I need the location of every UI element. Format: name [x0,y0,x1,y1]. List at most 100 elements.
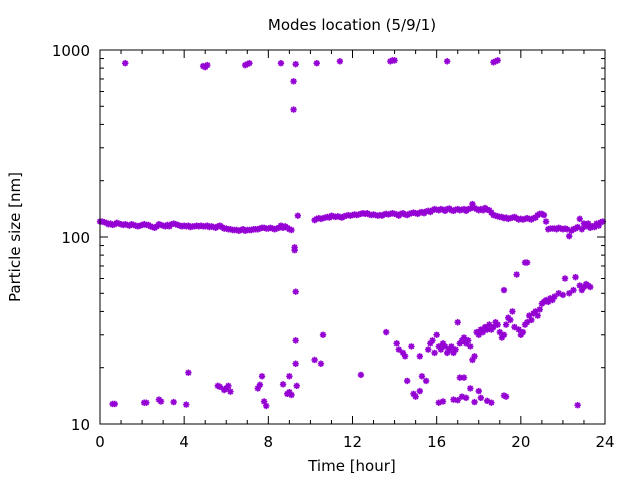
data-point [599,218,607,225]
data-point [479,328,487,336]
data-point [254,385,262,392]
x-tick-label: 0 [95,433,105,451]
data-point [570,286,577,294]
data-point [288,226,295,234]
data-point [441,343,449,350]
data-point [382,328,390,336]
data-point [576,282,583,289]
data-point [475,387,482,395]
data-point [471,353,478,360]
data-point [246,59,253,67]
data-point [462,394,470,402]
data-point [241,61,249,69]
data-point [258,373,266,380]
data-point [582,223,590,230]
data-point [448,343,455,350]
data-point [511,323,518,331]
data-point [561,275,569,282]
data-points [96,57,607,410]
data-point [122,59,129,67]
data-point [502,321,510,328]
data-point [317,360,325,367]
x-tick-label: 20 [511,433,530,451]
data-point [534,312,541,319]
y-tick-label: 100 [61,229,90,247]
data-point [469,356,476,364]
data-point [467,205,474,212]
data-point [416,387,424,395]
data-point [418,373,426,380]
data-point [555,290,562,297]
data-point [540,211,548,219]
data-point [587,283,594,291]
data-point [591,223,598,231]
data-point [502,393,510,400]
data-point [435,399,442,406]
y-tick-label: 1000 [52,42,90,60]
data-point [425,346,432,353]
data-point [292,337,299,344]
data-point [290,78,297,85]
data-point [578,286,586,294]
axis-ticks [99,49,606,425]
data-point [311,356,318,364]
data-point [291,246,298,254]
data-point [292,60,299,68]
data-point [422,377,430,385]
data-point [244,60,251,68]
data-point [458,337,466,344]
data-point [412,393,419,400]
data-point [574,223,581,231]
data-point [183,401,190,408]
data-point [225,382,232,390]
data-point [185,369,192,376]
data-point [576,215,583,223]
data-point [431,349,438,357]
data-point [313,59,320,67]
data-point [566,290,573,297]
data-point [515,326,522,333]
data-point [450,396,457,403]
data-point [450,349,457,357]
data-point [563,226,571,233]
data-point [542,218,550,225]
data-point [498,334,506,341]
data-point [595,222,602,229]
data-point [111,400,118,408]
data-point [456,374,464,381]
data-point [488,399,495,406]
data-point [477,326,485,333]
data-point [526,312,533,319]
data-point [523,319,531,326]
data-point [292,360,299,367]
data-point [460,334,468,341]
data-point [559,291,567,299]
data-point [393,340,400,347]
data-point [170,398,177,406]
data-point [528,316,535,324]
data-point [507,316,514,324]
data-point [500,286,508,294]
data-point [536,306,543,313]
data-point [399,349,407,357]
data-point [532,308,539,315]
data-point [429,337,436,344]
data-point [467,343,474,350]
data-point [566,232,573,240]
data-point [509,308,516,315]
data-point [292,288,299,295]
data-point [492,58,499,65]
data-point [446,346,453,353]
data-point [260,398,268,405]
data-point [483,326,491,333]
data-point [549,296,556,304]
data-point [494,57,501,64]
data-point [494,321,501,328]
data-point [410,390,417,398]
tick-labels: 0 4 8 12 16 20 24 10 100 1000 [52,42,615,451]
data-point [256,381,264,389]
y-axis-label: Particle size [nm] [6,172,24,302]
data-point [471,398,478,406]
data-point [387,58,394,65]
